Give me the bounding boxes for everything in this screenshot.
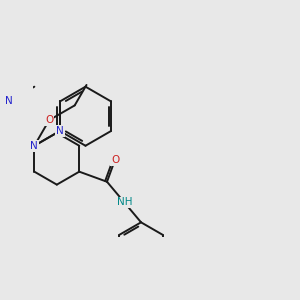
- Text: N: N: [31, 141, 38, 151]
- Text: NH: NH: [117, 197, 132, 208]
- Text: O: O: [45, 115, 53, 125]
- Text: N: N: [5, 96, 13, 106]
- Text: N: N: [56, 126, 64, 136]
- Text: O: O: [111, 155, 119, 165]
